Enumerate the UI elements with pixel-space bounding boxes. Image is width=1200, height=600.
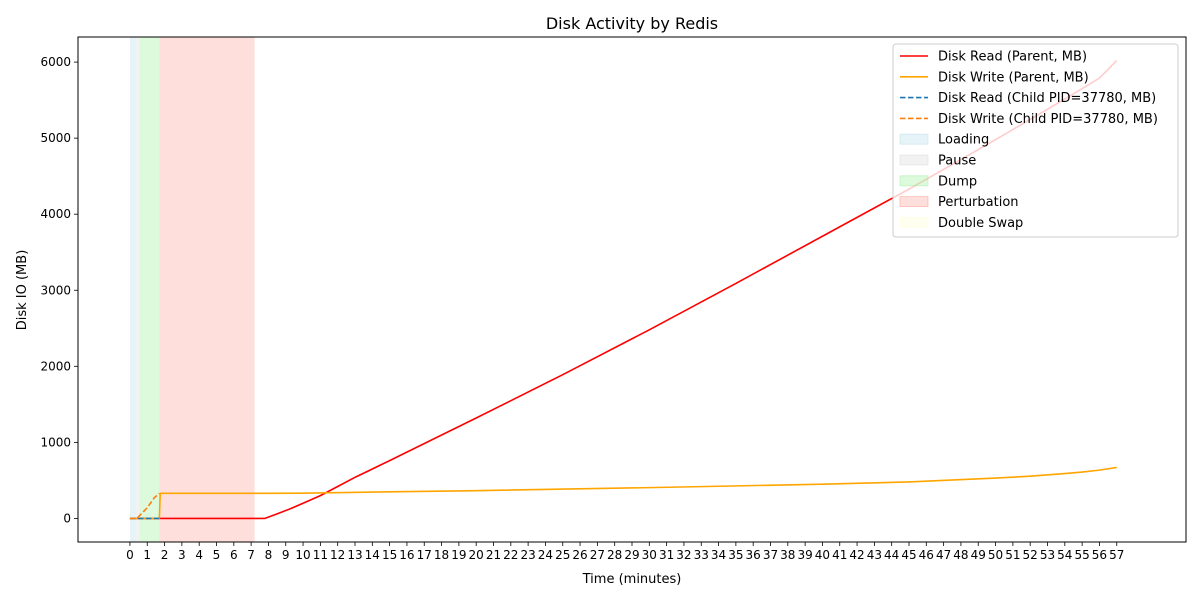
y-tick-label: 1000 — [40, 435, 71, 449]
legend-label-series-3: Disk Read (Child PID=37780, MB) — [938, 91, 1156, 106]
legend-label-loading: Loading — [938, 133, 989, 148]
x-tick-label: 27 — [590, 548, 605, 562]
x-tick-label: 20 — [469, 548, 484, 562]
x-tick-label: 7 — [247, 548, 255, 562]
x-tick-label: 21 — [486, 548, 501, 562]
x-tick-label: 18 — [434, 548, 449, 562]
x-tick-label: 45 — [901, 548, 916, 562]
y-tick-label: 2000 — [40, 359, 71, 373]
x-axis: 0 1 2 3 4 5 6 7 8 9 10 11 12 13 14 15 16 17 18 19 20 21 22 23 24… — [126, 542, 1124, 562]
x-tick-label: 8 — [265, 548, 273, 562]
chart-title: Disk Activity by Redis — [546, 14, 718, 33]
legend-label-dump: Dump — [938, 174, 977, 189]
x-tick-label: 19 — [451, 548, 466, 562]
x-tick-label: 34 — [711, 548, 726, 562]
x-tick-label: 0 — [126, 548, 134, 562]
legend-label-pause: Pause — [938, 154, 976, 169]
legend-label-perturbation: Perturbation — [938, 195, 1019, 210]
x-tick-label: 15 — [382, 548, 397, 562]
x-tick-label: 37 — [763, 548, 778, 562]
x-axis-label: Time (minutes) — [582, 572, 682, 587]
x-tick-label: 22 — [503, 548, 518, 562]
legend-label-double-swap: Double Swap — [938, 216, 1023, 231]
legend-label-series-1: Disk Read (Parent, MB) — [938, 50, 1087, 65]
x-tick-label: 57 — [1109, 548, 1124, 562]
legend-swatch-pause — [899, 154, 929, 166]
phase-band-perturbation — [159, 37, 255, 542]
x-tick-label: 30 — [642, 548, 657, 562]
x-tick-label: 56 — [1092, 548, 1107, 562]
phase-band-dump — [139, 37, 160, 542]
legend: Disk Read (Parent, MB) Disk Write (Parent… — [892, 43, 1179, 238]
x-tick-label: 35 — [728, 548, 743, 562]
legend-swatch-dump — [899, 175, 929, 187]
x-tick-label: 46 — [919, 548, 934, 562]
x-tick-label: 54 — [1057, 548, 1072, 562]
y-tick-label: 5000 — [40, 131, 71, 145]
x-tick-label: 17 — [417, 548, 432, 562]
x-tick-label: 13 — [347, 548, 362, 562]
x-tick-label: 42 — [849, 548, 864, 562]
x-tick-label: 41 — [832, 548, 847, 562]
x-tick-label: 44 — [884, 548, 899, 562]
x-tick-label: 10 — [295, 548, 310, 562]
x-tick-label: 43 — [867, 548, 882, 562]
series-line-4 — [129, 492, 160, 520]
y-tick-label: 6000 — [40, 55, 71, 69]
x-tick-label: 53 — [1040, 548, 1055, 562]
y-tick-label: 3000 — [40, 283, 71, 297]
legend-label-series-2: Disk Write (Parent, MB) — [938, 70, 1089, 85]
x-tick-label: 11 — [313, 548, 328, 562]
x-tick-label: 51 — [1005, 548, 1020, 562]
x-tick-label: 2 — [161, 548, 169, 562]
legend-box — [892, 43, 1179, 238]
x-tick-label: 52 — [1023, 548, 1038, 562]
x-tick-label: 50 — [988, 548, 1003, 562]
x-tick-label: 9 — [282, 548, 290, 562]
x-tick-label: 6 — [230, 548, 238, 562]
phase-bands — [129, 37, 255, 542]
x-tick-label: 29 — [624, 548, 639, 562]
x-tick-label: 40 — [815, 548, 830, 562]
x-tick-label: 31 — [659, 548, 674, 562]
legend-swatch-loading — [899, 133, 929, 145]
x-tick-label: 4 — [195, 548, 203, 562]
x-tick-label: 14 — [365, 548, 380, 562]
x-tick-label: 16 — [399, 548, 414, 562]
x-tick-label: 25 — [555, 548, 570, 562]
x-tick-label: 48 — [953, 548, 968, 562]
series-line-2 — [129, 466, 1117, 520]
x-tick-label: 47 — [936, 548, 951, 562]
y-axis-label: Disk IO (MB) — [15, 250, 30, 331]
phase-band-loading — [129, 37, 136, 542]
x-tick-label: 5 — [213, 548, 221, 562]
legend-items: Disk Read (Parent, MB) Disk Write (Parent… — [899, 50, 1158, 231]
x-tick-label: 1 — [143, 548, 151, 562]
x-tick-label: 33 — [694, 548, 709, 562]
x-tick-label: 36 — [746, 548, 761, 562]
x-tick-label: 49 — [971, 548, 986, 562]
x-tick-label: 38 — [780, 548, 795, 562]
x-tick-label: 3 — [178, 548, 186, 562]
x-tick-label: 28 — [607, 548, 622, 562]
legend-swatch-perturbation — [899, 196, 929, 208]
x-tick-label: 26 — [572, 548, 587, 562]
legend-swatch-double-swap — [899, 216, 929, 228]
x-tick-label: 24 — [538, 548, 553, 562]
x-tick-label: 39 — [797, 548, 812, 562]
y-tick-label: 0 — [63, 511, 71, 525]
x-tick-label: 12 — [330, 548, 345, 562]
y-axis: 0 1000 2000 3000 4000 5000 6000 — [40, 55, 78, 525]
x-tick-label: 55 — [1074, 548, 1089, 562]
x-tick-label: 32 — [676, 548, 691, 562]
legend-label-series-4: Disk Write (Child PID=37780, MB) — [938, 112, 1158, 127]
phase-band-pause — [135, 37, 140, 542]
x-tick-label: 23 — [520, 548, 535, 562]
y-tick-label: 4000 — [40, 207, 71, 221]
